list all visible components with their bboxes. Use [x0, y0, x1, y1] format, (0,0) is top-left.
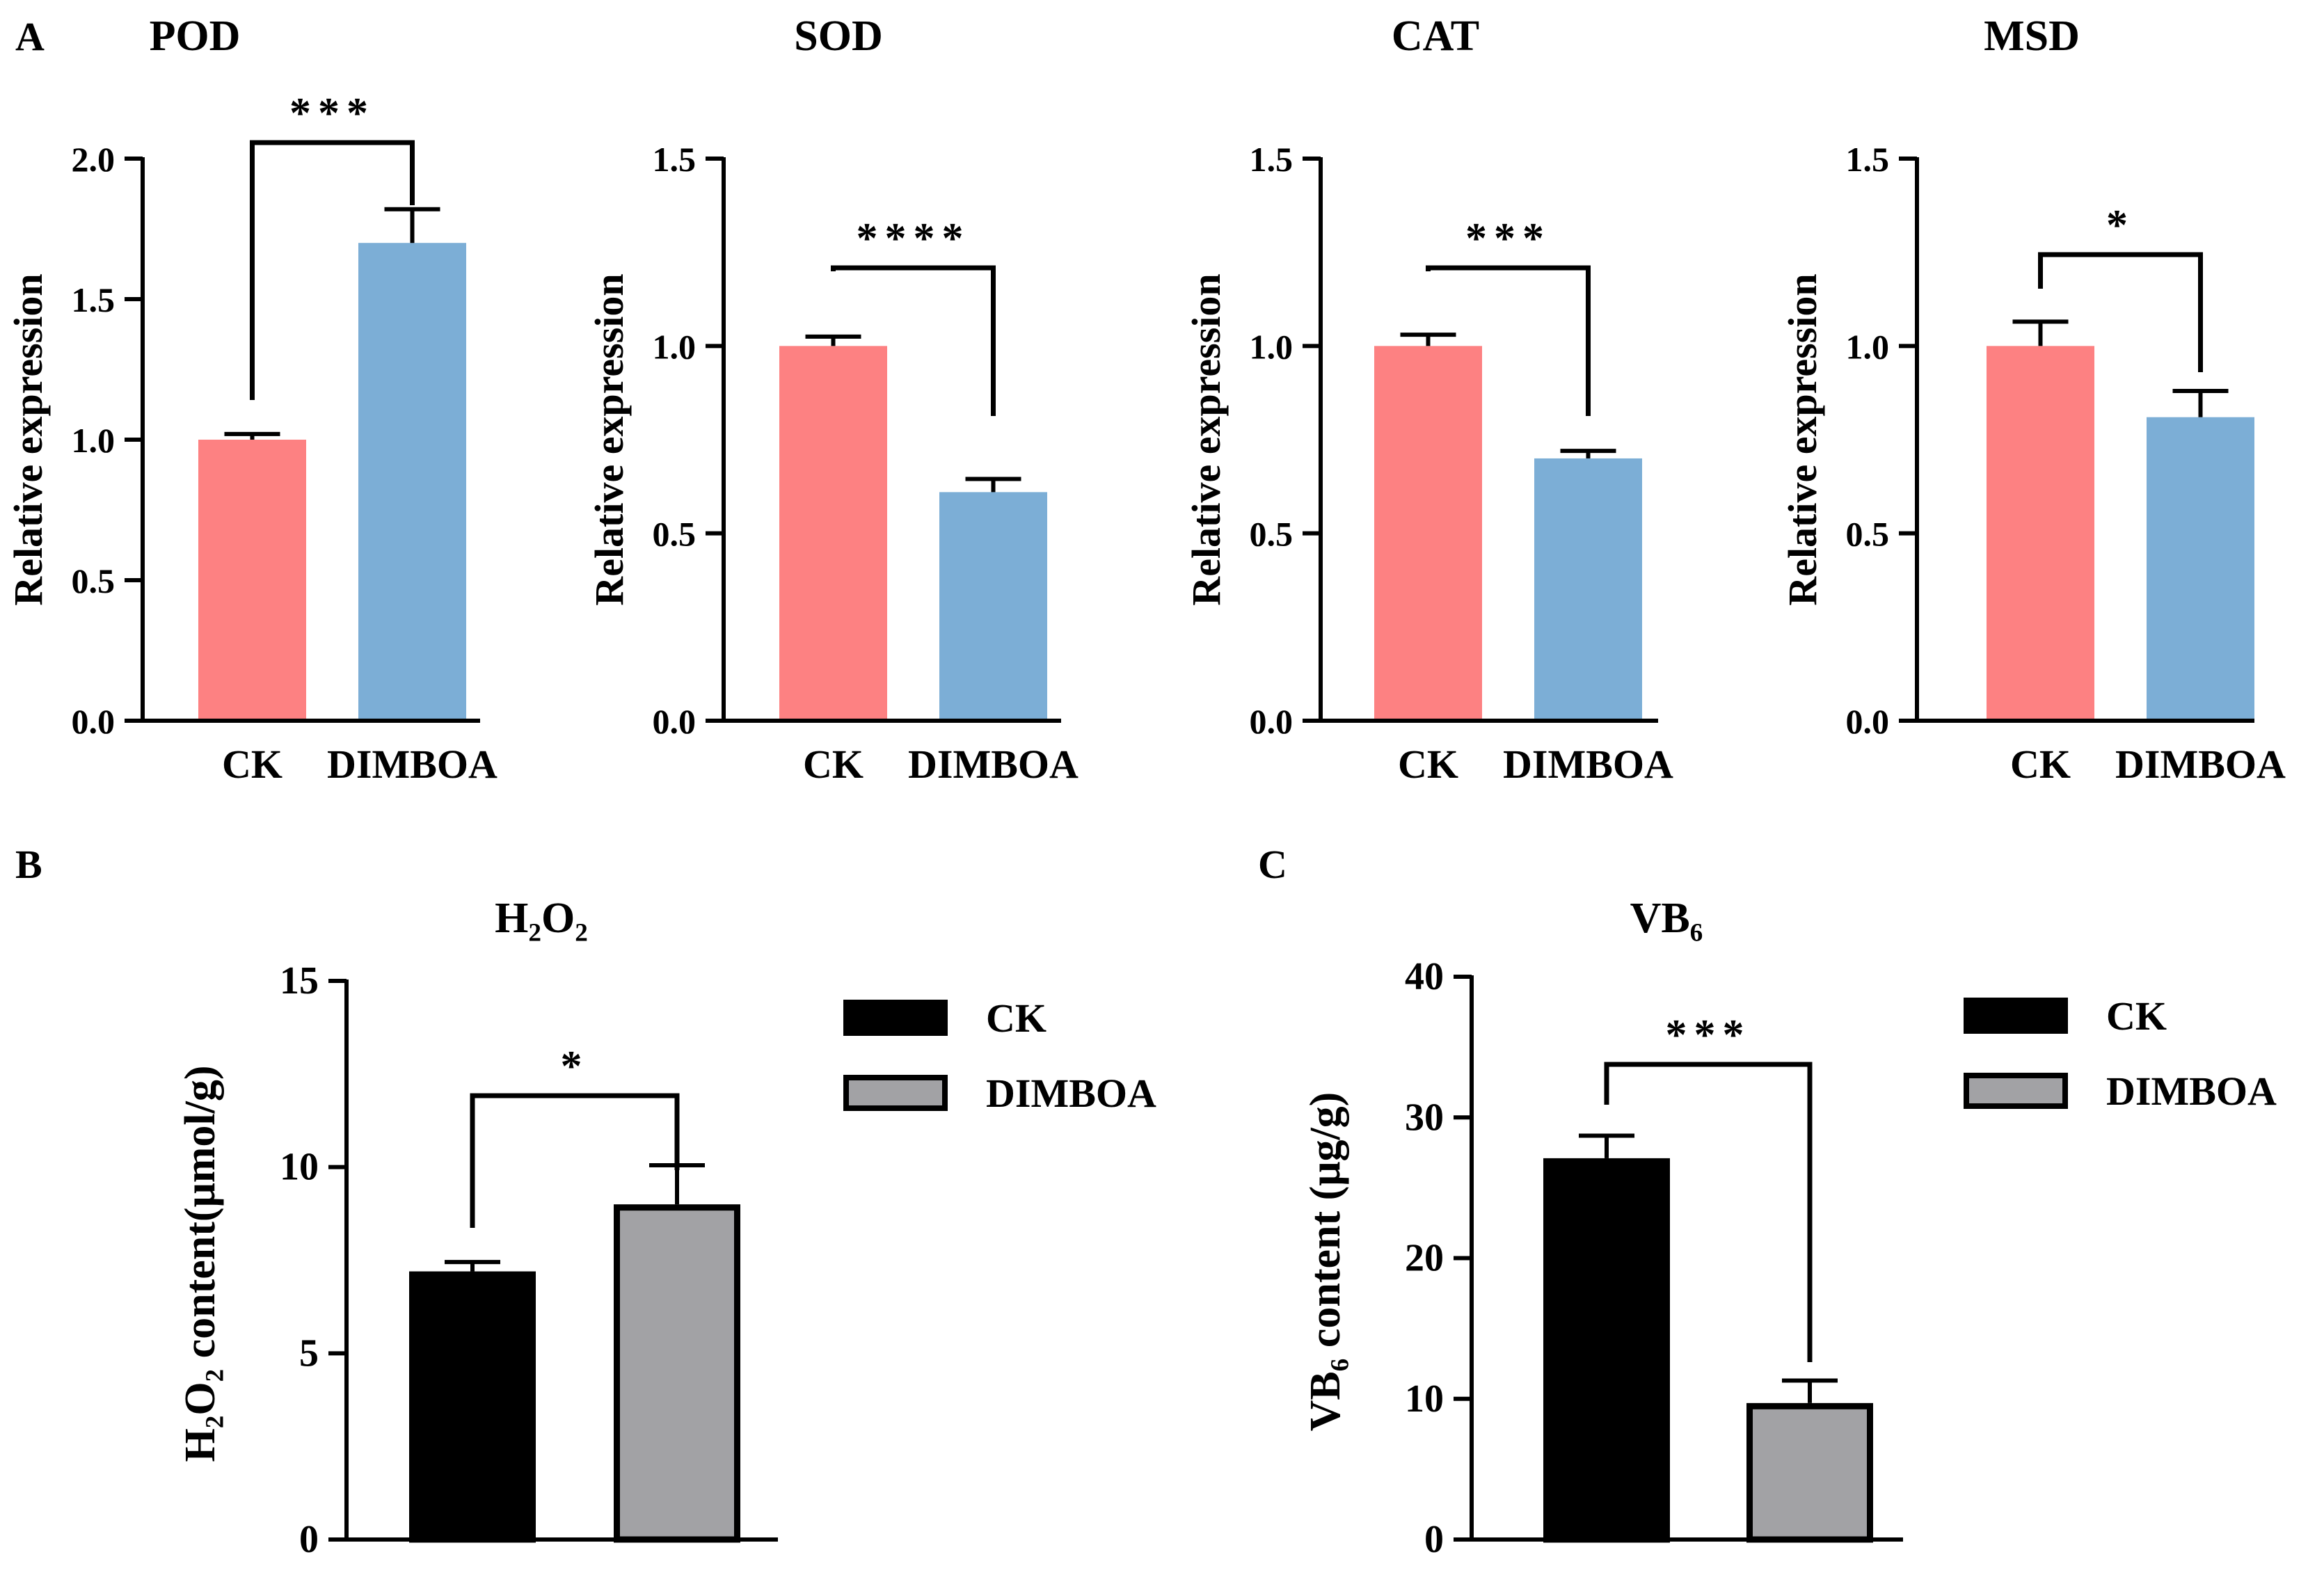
- chart-4: H₂O₂CKDIMBOA051015H₂O₂ content(μmol/g)*C…: [177, 895, 1156, 1561]
- y-axis-label: Relative expression: [6, 273, 51, 605]
- bar: [779, 346, 887, 721]
- legend-label: CK: [2106, 993, 2167, 1039]
- legend-label: CK: [986, 996, 1046, 1041]
- y-tick-label: 15: [280, 959, 319, 1002]
- y-tick-label: 0.0: [1250, 702, 1294, 741]
- significance-bracket: [1604, 1062, 1813, 1362]
- chart-title: CAT: [1392, 13, 1479, 60]
- category-label: CK: [222, 742, 282, 787]
- chart-5: VB₆ CK DIMBOA 0 10 20 30 40 VB₆ content (μg/g) **…: [1302, 895, 2277, 1561]
- chart-title: POD: [150, 13, 241, 60]
- y-tick-label: 0.5: [653, 515, 697, 554]
- category-label: DIMBOA: [908, 742, 1079, 787]
- y-axis-label: Relative expression: [1780, 273, 1825, 605]
- significance-bracket: [831, 265, 996, 416]
- category-label: CK: [1398, 742, 1458, 787]
- chart-title: H₂O₂: [495, 895, 588, 942]
- y-axis-label: H₂O₂ content(μmol/g): [177, 1066, 224, 1462]
- legend-swatch: [1964, 1073, 2068, 1109]
- bar: [1534, 458, 1642, 721]
- y-tick-label: 40: [1405, 955, 1444, 998]
- chart-title: VB₆: [1630, 895, 1703, 942]
- significance-label: *: [561, 1043, 589, 1090]
- y-tick-label: 5: [299, 1332, 319, 1375]
- legend-label: DIMBOA: [986, 1071, 1156, 1116]
- y-tick-label: 1.5: [653, 140, 697, 179]
- y-tick-label: 0.0: [72, 702, 116, 741]
- bar: [1746, 1402, 1873, 1543]
- y-tick-label: 2.0: [72, 140, 116, 179]
- panel-letter-c: C: [1258, 842, 1287, 887]
- y-tick-label: 0.5: [1846, 515, 1890, 554]
- category-label: DIMBOA: [327, 742, 498, 787]
- y-tick-label: 10: [1405, 1377, 1444, 1421]
- chart-title: MSD: [1984, 13, 2080, 60]
- category-label: DIMBOA: [1503, 742, 1673, 787]
- y-tick-label: 1.5: [1250, 140, 1294, 179]
- chart-0: POD CK DIMBOA 0.0 0.5 1.0 1.5 2.0 Relative expre…: [6, 13, 498, 787]
- bar: [614, 1204, 740, 1543]
- legend-swatch: [1964, 998, 2068, 1034]
- panel-letter-a: A: [15, 14, 45, 59]
- bar: [1374, 346, 1482, 721]
- bar: [939, 492, 1047, 721]
- chart-3: MSD CK DIMBOA 0.0 0.5 1.0 1.5 Relative expressi…: [1780, 13, 2286, 787]
- significance-bracket: [2038, 252, 2203, 372]
- y-tick-label: 30: [1405, 1096, 1444, 1139]
- chart-2: CAT CK DIMBOA 0.0 0.5 1.0 1.5 Relative expressi…: [1184, 13, 1673, 787]
- bar: [358, 243, 466, 721]
- panel-letter-b: B: [15, 842, 42, 887]
- significance-label: ***: [1465, 215, 1551, 262]
- significance-label: ****: [857, 215, 971, 262]
- chart-1: SOD CK DIMBOA 0.0 0.5 1.0 1.5 Relative expressi…: [587, 13, 1079, 787]
- y-axis-label: Relative expression: [1184, 273, 1229, 605]
- y-axis-label: Relative expression: [587, 273, 632, 605]
- y-tick-label: 1.0: [653, 327, 697, 366]
- bar: [1987, 346, 2094, 721]
- y-axis-label: VB₆ content (μg/g): [1302, 1092, 1349, 1432]
- y-tick-label: 0.0: [653, 702, 697, 741]
- significance-label: *: [2106, 202, 2135, 249]
- significance-bracket: [250, 140, 415, 400]
- legend-swatch: [843, 1075, 948, 1111]
- y-tick-label: 10: [280, 1146, 319, 1189]
- y-tick-label: 1.0: [1250, 327, 1294, 366]
- category-label: CK: [2010, 742, 2071, 787]
- significance-label: ***: [1666, 1012, 1751, 1059]
- charts-container: POD CK DIMBOA 0.0 0.5 1.0 1.5 2.0 Relative expre…: [6, 13, 2286, 1561]
- significance-bracket: [470, 1093, 680, 1228]
- y-tick-label: 1.5: [72, 280, 116, 319]
- bar: [2147, 417, 2254, 721]
- y-tick-label: 20: [1405, 1237, 1444, 1280]
- y-tick-label: 1.0: [72, 421, 116, 460]
- chart-title: SOD: [794, 13, 882, 60]
- bar: [198, 440, 306, 721]
- significance-bracket: [1426, 265, 1591, 416]
- y-tick-label: 0.5: [72, 561, 116, 600]
- y-tick-label: 0: [299, 1518, 319, 1561]
- category-label: DIMBOA: [2115, 742, 2286, 787]
- category-label: CK: [803, 742, 863, 787]
- y-tick-label: 0.5: [1250, 515, 1294, 554]
- legend-swatch: [843, 1000, 948, 1036]
- legend-label: DIMBOA: [2106, 1069, 2277, 1114]
- y-tick-label: 1.0: [1846, 327, 1890, 366]
- y-tick-label: 0: [1424, 1518, 1444, 1561]
- y-tick-label: 1.5: [1846, 140, 1890, 179]
- bar: [409, 1271, 536, 1543]
- bar: [1543, 1158, 1670, 1543]
- significance-label: ***: [289, 90, 375, 137]
- y-tick-label: 0.0: [1846, 702, 1890, 741]
